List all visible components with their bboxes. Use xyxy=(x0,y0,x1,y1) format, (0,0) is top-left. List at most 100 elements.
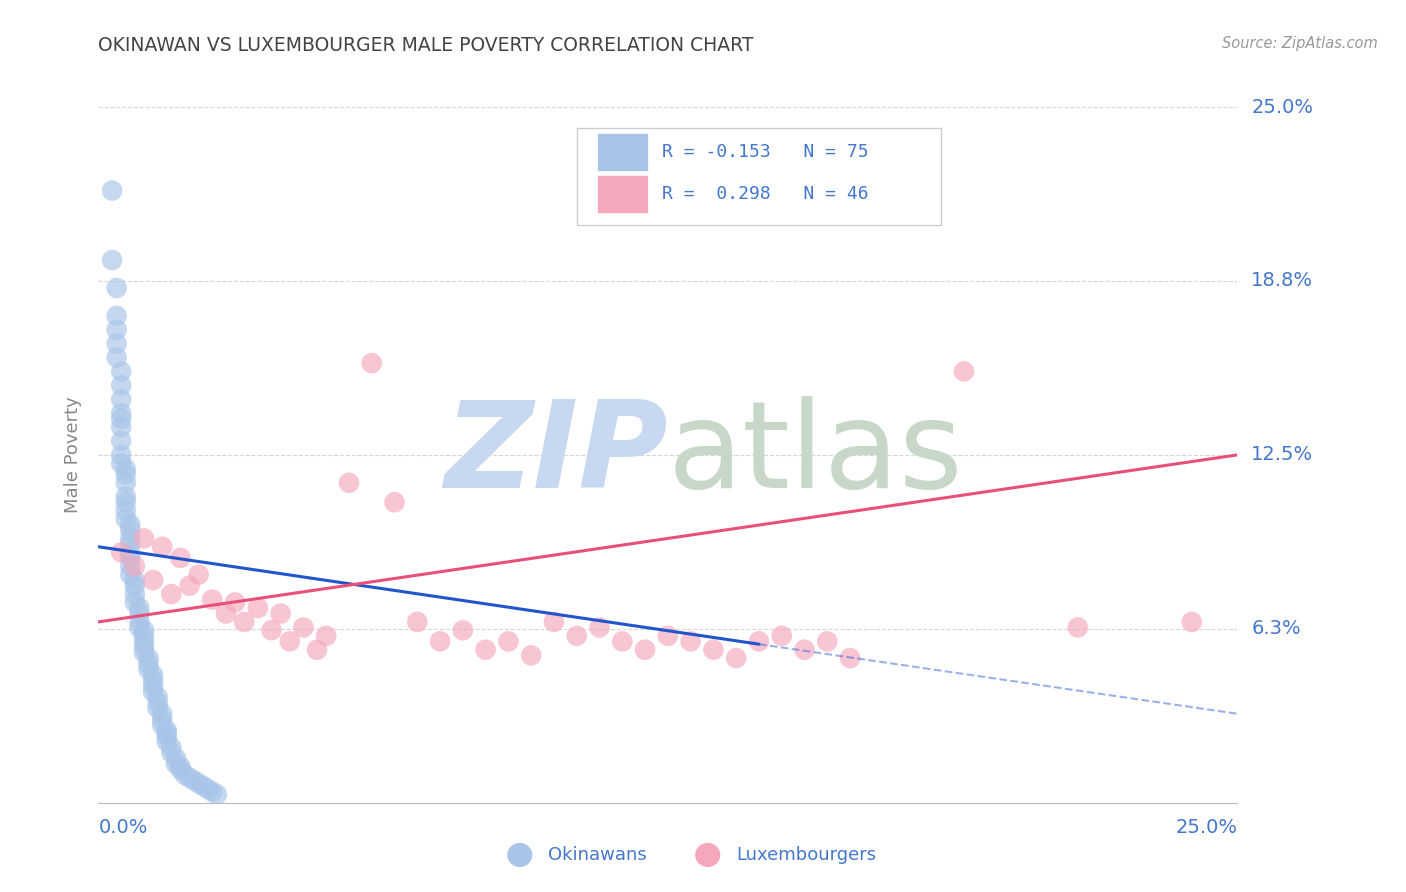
Point xyxy=(132,629,155,643)
Point xyxy=(260,624,283,638)
Text: atlas: atlas xyxy=(668,396,963,514)
Point xyxy=(110,420,132,434)
Point xyxy=(406,615,429,629)
Point xyxy=(451,624,474,638)
Point xyxy=(384,495,406,509)
Point xyxy=(679,634,702,648)
Point xyxy=(142,684,165,698)
Point xyxy=(748,634,770,648)
Text: Okinawans: Okinawans xyxy=(548,846,647,864)
Point xyxy=(270,607,292,621)
Point xyxy=(150,706,173,721)
Point xyxy=(120,517,142,532)
Point xyxy=(114,512,136,526)
Point xyxy=(337,475,360,490)
Point xyxy=(315,629,337,643)
Point xyxy=(114,495,136,509)
Point xyxy=(169,759,191,773)
Text: OKINAWAN VS LUXEMBOURGER MALE POVERTY CORRELATION CHART: OKINAWAN VS LUXEMBOURGER MALE POVERTY CO… xyxy=(98,36,754,54)
Point xyxy=(105,281,128,295)
Point xyxy=(132,634,155,648)
Point xyxy=(193,779,215,793)
Point xyxy=(142,679,165,693)
Point xyxy=(215,607,238,621)
Point xyxy=(1067,620,1090,634)
Point xyxy=(110,448,132,462)
Point xyxy=(793,642,815,657)
Point xyxy=(120,523,142,537)
Point xyxy=(520,648,543,663)
Point xyxy=(156,729,179,743)
Point xyxy=(114,467,136,482)
Point xyxy=(187,776,209,790)
Point xyxy=(132,640,155,654)
Text: 0.0%: 0.0% xyxy=(98,818,148,838)
Point xyxy=(160,740,183,755)
Point xyxy=(197,781,219,796)
FancyBboxPatch shape xyxy=(576,128,941,226)
Point xyxy=(634,642,657,657)
Point xyxy=(146,696,169,710)
Point xyxy=(114,490,136,504)
Point xyxy=(142,573,165,587)
Text: 6.3%: 6.3% xyxy=(1251,619,1301,639)
Point xyxy=(110,434,132,448)
Point xyxy=(770,629,793,643)
Point xyxy=(124,595,146,609)
Point xyxy=(187,567,209,582)
Text: 25.0%: 25.0% xyxy=(1175,818,1237,838)
Point xyxy=(150,712,173,726)
Point xyxy=(114,462,136,476)
Point xyxy=(142,673,165,688)
Point xyxy=(201,592,224,607)
Point xyxy=(307,642,329,657)
Point xyxy=(101,184,124,198)
Text: 18.8%: 18.8% xyxy=(1251,271,1313,291)
Point xyxy=(142,667,165,681)
Point xyxy=(474,642,496,657)
Point xyxy=(429,634,451,648)
Point xyxy=(165,751,187,765)
Point xyxy=(110,378,132,392)
Point xyxy=(588,620,610,634)
Point xyxy=(156,734,179,748)
Point xyxy=(165,756,187,771)
Point xyxy=(815,634,838,648)
Point xyxy=(120,545,142,559)
Point xyxy=(702,642,724,657)
Point xyxy=(128,615,150,629)
Point xyxy=(150,540,173,554)
Text: Luxembourgers: Luxembourgers xyxy=(737,846,876,864)
Point xyxy=(138,651,160,665)
Point xyxy=(160,587,183,601)
Point xyxy=(120,550,142,565)
Text: 25.0%: 25.0% xyxy=(1251,97,1313,117)
Point xyxy=(292,620,315,634)
Point xyxy=(124,587,146,601)
Point xyxy=(110,456,132,470)
Point xyxy=(110,545,132,559)
Point xyxy=(543,615,565,629)
Point xyxy=(138,662,160,676)
Point xyxy=(169,550,191,565)
Y-axis label: Male Poverty: Male Poverty xyxy=(65,397,83,513)
Point xyxy=(160,746,183,760)
Point xyxy=(128,620,150,634)
Point xyxy=(110,364,132,378)
Point xyxy=(128,607,150,621)
Point xyxy=(360,356,382,370)
Point xyxy=(1181,615,1204,629)
Point xyxy=(132,624,155,638)
Point xyxy=(128,601,150,615)
Text: Source: ZipAtlas.com: Source: ZipAtlas.com xyxy=(1222,36,1378,51)
Text: R =  0.298   N = 46: R = 0.298 N = 46 xyxy=(662,185,869,203)
Point xyxy=(498,634,520,648)
Point xyxy=(132,646,155,660)
FancyBboxPatch shape xyxy=(598,133,648,171)
Point xyxy=(110,411,132,425)
Point xyxy=(246,601,269,615)
Point xyxy=(101,253,124,268)
Point xyxy=(179,579,201,593)
Point xyxy=(839,651,862,665)
Point xyxy=(174,768,197,782)
